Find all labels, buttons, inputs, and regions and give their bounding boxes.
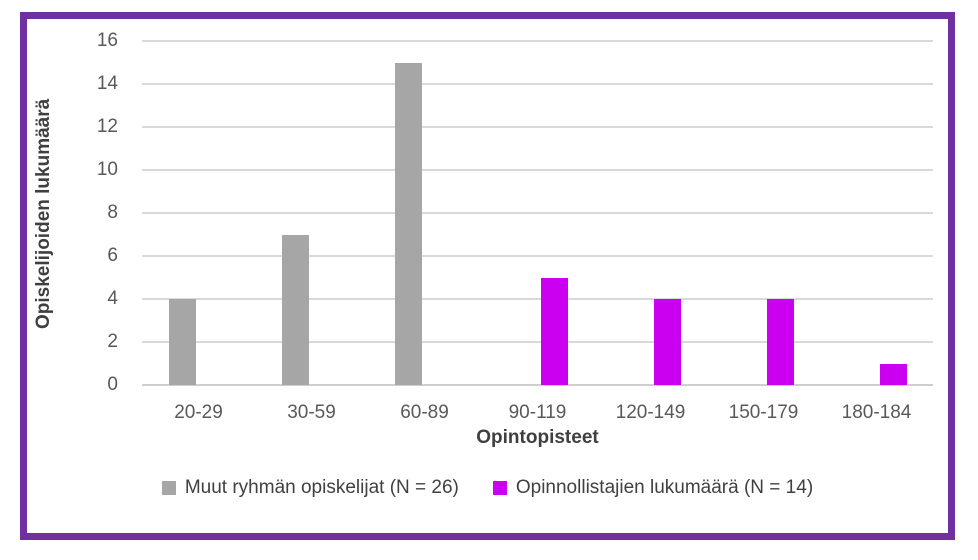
y-tick-label-6: 6 (107, 245, 118, 266)
bar-120-149 (653, 299, 681, 385)
gridline-0 (142, 384, 933, 386)
x-category-label-20-29: 20-29 (174, 402, 223, 423)
y-tick-label-2: 2 (107, 331, 118, 352)
gridline-8 (142, 212, 933, 214)
gridline-14 (142, 83, 933, 85)
x-axis-title: Opintopisteet (476, 427, 599, 448)
bar-180-184 (879, 363, 907, 385)
bar-90-119 (540, 277, 568, 385)
x-category-label-120-149: 120-149 (615, 402, 686, 423)
legend-swatch-magenta-icon (492, 481, 507, 495)
x-category-label-90-119: 90-119 (508, 402, 567, 423)
x-category-label-30-59: 30-59 (287, 402, 336, 423)
gridline-2 (142, 341, 933, 343)
legend-item-muut-ryhman-opiskelijat: Muut ryhmän opiskelijat (N = 26) (161, 477, 459, 499)
y-tick-label-12: 12 (96, 116, 118, 137)
x-axis-category-labels: 20-29 30-59 60-89 90-119 120-149 150-179 180-1… (142, 400, 933, 426)
bar-30-59 (281, 234, 309, 385)
gridline-4 (142, 298, 933, 300)
x-category-label-150-179: 150-179 (728, 402, 799, 423)
bar-60-89 (394, 62, 422, 385)
y-tick-label-10: 10 (96, 159, 118, 180)
chart-frame: Opiskelijoiden lukumäärä 0 2 4 6 8 10 12 14 16 2… (20, 12, 955, 540)
y-tick-label-8: 8 (107, 202, 118, 223)
gridline-16 (142, 40, 933, 42)
x-category-label-60-89: 60-89 (400, 402, 449, 423)
bar-150-179 (766, 299, 794, 385)
legend-item-opinnollistajien-lukumaara: Opinnollistajien lukumäärä (N = 14) (492, 477, 814, 499)
legend-label-muut-ryhman-opiskelijat: Muut ryhmän opiskelijat (N = 26) (184, 477, 459, 498)
bar-20-29 (168, 299, 196, 385)
y-tick-label-4: 4 (107, 288, 118, 309)
x-category-label-180-184: 180-184 (841, 402, 912, 423)
y-tick-label-14: 14 (96, 73, 118, 94)
gridline-6 (142, 255, 933, 257)
plot-area (142, 40, 933, 386)
legend-label-opinnollistajien-lukumaara: Opinnollistajien lukumäärä (N = 14) (515, 477, 814, 498)
gridline-12 (142, 126, 933, 128)
y-axis-tick-labels: 0 2 4 6 8 10 12 14 16 (27, 30, 118, 395)
gridline-10 (142, 169, 933, 171)
legend: Muut ryhmän opiskelijat (N = 26) Opinnol… (27, 477, 948, 499)
y-tick-label-0: 0 (107, 374, 118, 395)
legend-swatch-gray-icon (161, 481, 176, 495)
y-tick-label-16: 16 (96, 30, 118, 51)
